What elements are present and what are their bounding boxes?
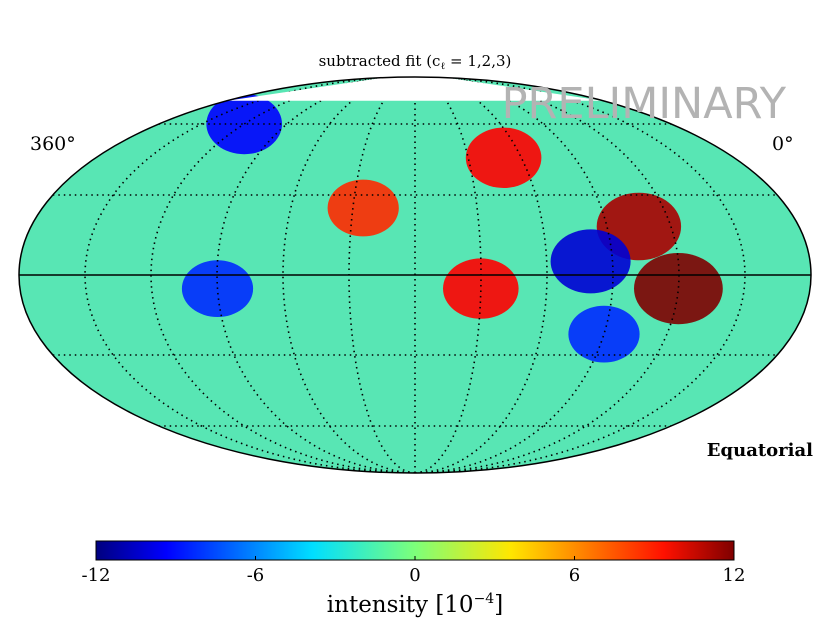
- map-border: [18, 76, 812, 474]
- lon-label-right: 0°: [772, 133, 794, 155]
- excess-blob: [465, 127, 542, 188]
- coordinate-system-label: Equatorial: [707, 440, 813, 461]
- colorbar-tick-label: 12: [723, 565, 746, 586]
- excess-blob: [634, 253, 723, 325]
- excess-blob: [443, 258, 519, 319]
- chart-title: subtracted fit (cℓ = 1,2,3): [319, 52, 512, 72]
- colorbar-tick-label: -12: [82, 565, 111, 586]
- colorbar-tick-label: 0: [409, 565, 420, 586]
- colorbar-ticks: -12 -6 0 6 12: [82, 556, 746, 586]
- watermark: PRELIMINARY: [502, 79, 787, 129]
- colorbar-tick-label: 6: [569, 565, 580, 586]
- deficit-blob: [568, 305, 640, 363]
- masked-region: [227, 77, 603, 101]
- meridian-line: [84, 77, 416, 473]
- deficit-blob: [206, 93, 282, 155]
- lon-label-left: 360°: [30, 133, 76, 155]
- colorbar-label: intensity [10−4]: [327, 591, 503, 618]
- excess-blob: [327, 179, 399, 237]
- meridian-line: [414, 77, 746, 473]
- deficit-blob: [550, 229, 631, 294]
- colorbar-tick-label: -6: [247, 565, 265, 586]
- sky-features: [181, 93, 723, 363]
